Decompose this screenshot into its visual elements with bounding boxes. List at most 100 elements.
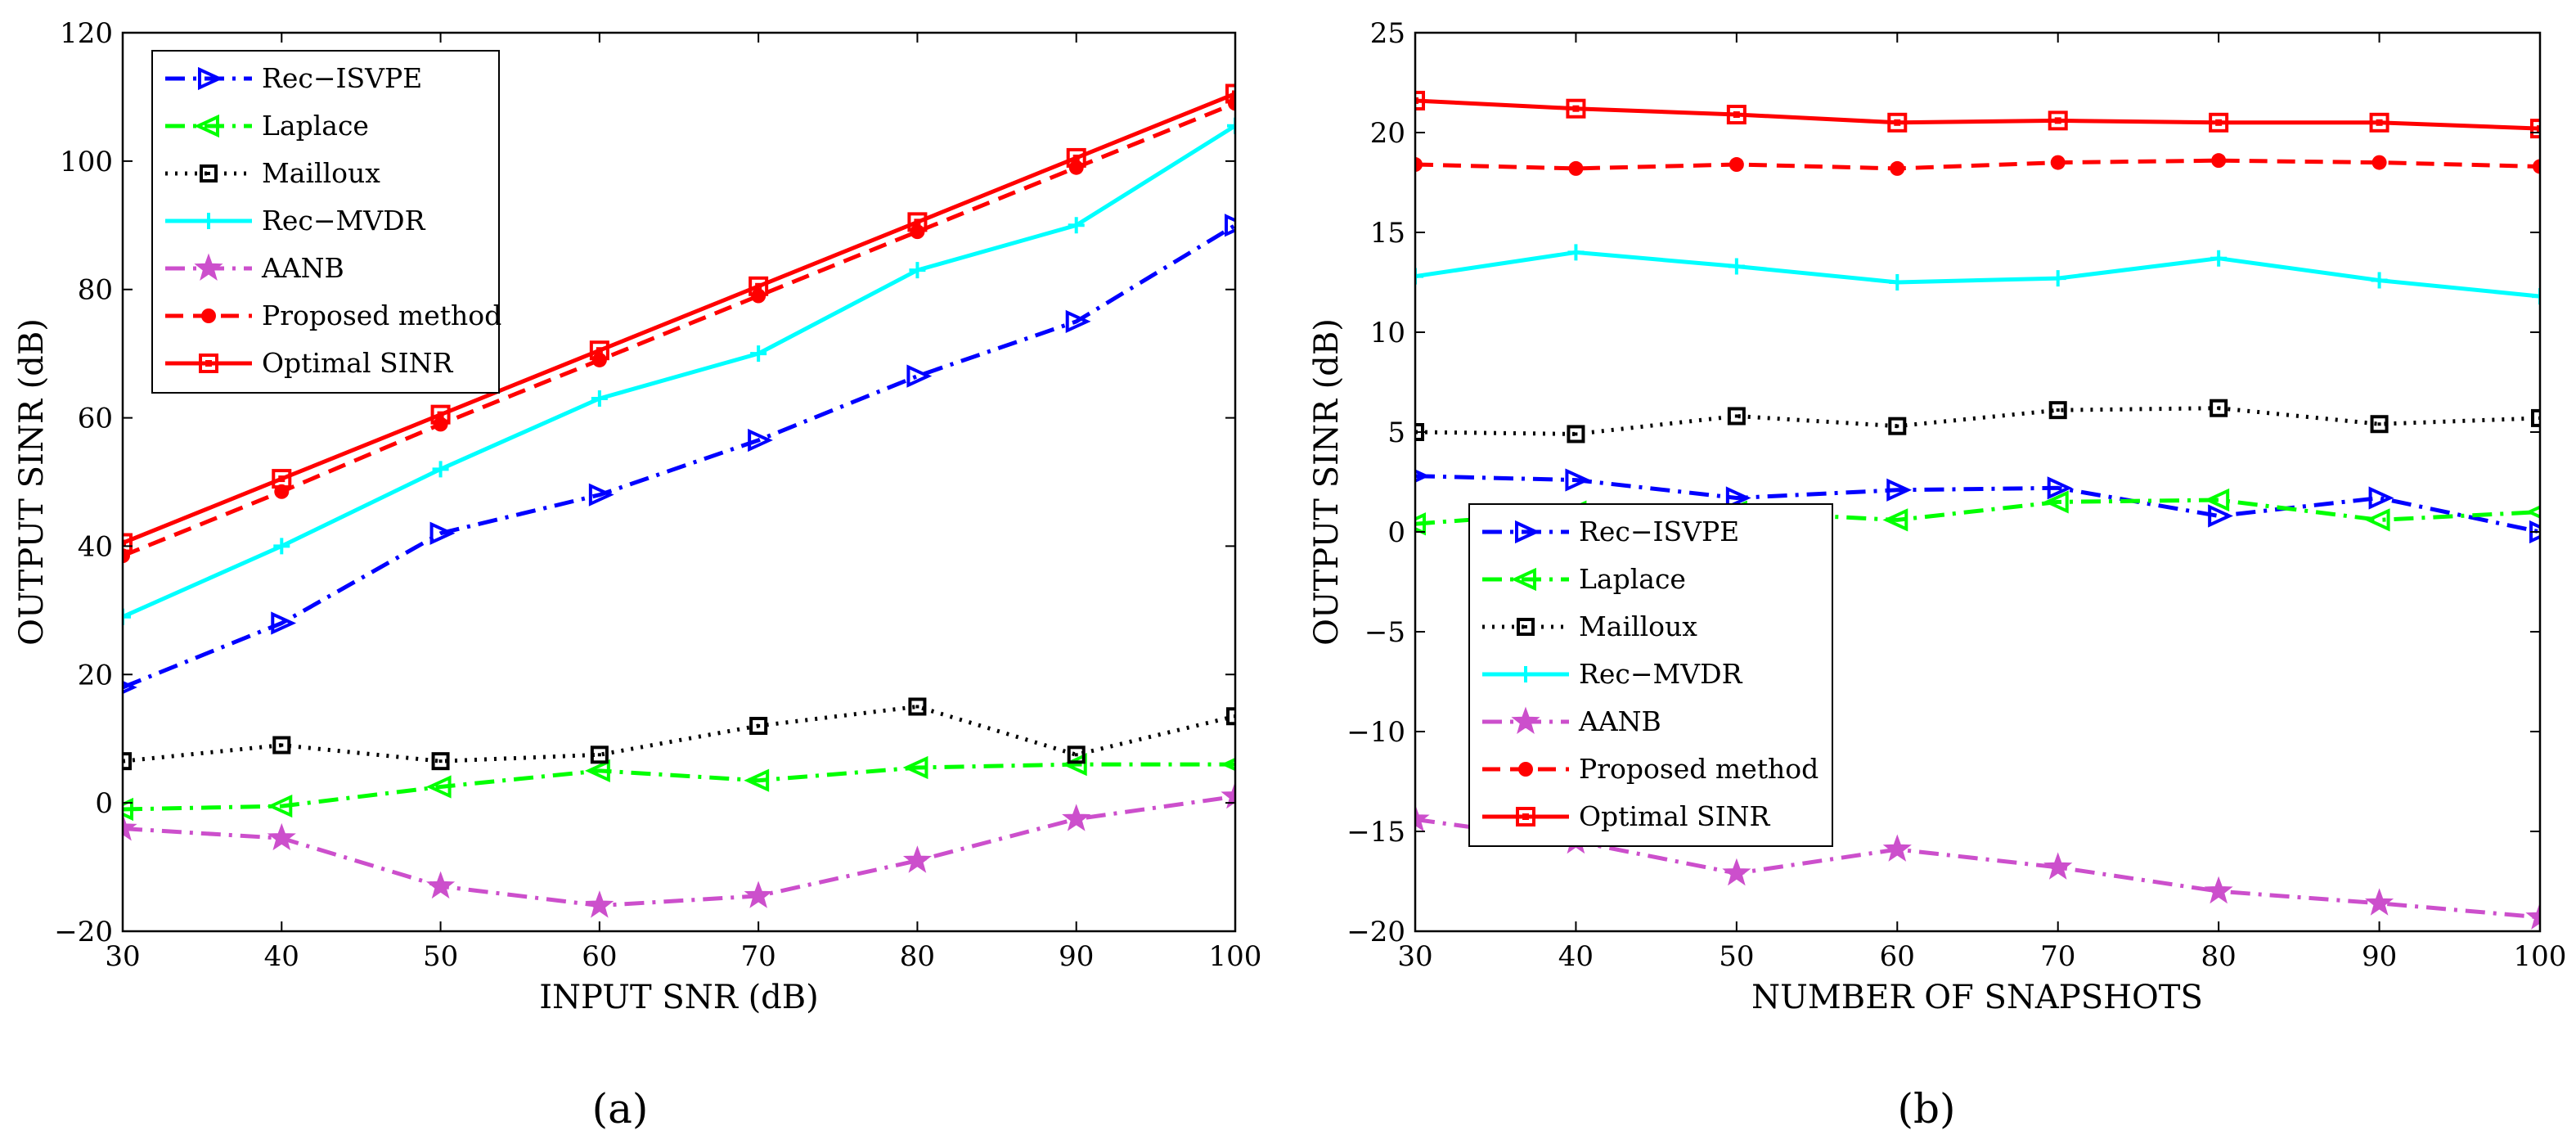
legend-marker-rec-mvdr <box>200 213 217 229</box>
chart-panel-a: 30 40 50 60 70 80 90 100 −20 0 20 40 60 80 100 120 INPU… <box>13 17 1261 1133</box>
data-point-aanb <box>2204 876 2233 904</box>
data-point-mailloux <box>908 697 927 716</box>
data-point-rec-isvpe <box>748 428 773 453</box>
caption-b: (b) <box>1897 1085 1955 1133</box>
data-point-laplace <box>902 755 928 780</box>
legend-a: Rec−ISVPE Laplace Mailloux Rec−MVDR AANB Prop… <box>151 50 501 394</box>
data-point-optimal-sinr <box>123 533 133 553</box>
data-point-aanb <box>123 813 137 841</box>
data-point-proposed-method <box>2050 155 2066 170</box>
series-line-rec-mvdr <box>1415 250 2540 299</box>
y-tick-label: 0 <box>1387 516 1405 549</box>
y-tick-label: −20 <box>1346 916 1405 948</box>
series-line-rec-isvpe <box>123 223 1235 690</box>
x-tick-label: 60 <box>582 940 617 973</box>
data-point-rec-mvdr <box>750 345 767 363</box>
data-point-laplace <box>1061 752 1087 777</box>
series-line-optimal-sinr <box>123 92 1235 545</box>
data-point-optimal-sinr <box>749 276 769 296</box>
x-tick-label: 40 <box>264 940 299 973</box>
x-tick-label: 80 <box>900 940 935 973</box>
data-point-rec-isvpe <box>2368 486 2394 510</box>
series-line-rec-mvdr <box>123 124 1235 619</box>
data-point-rec-mvdr <box>2049 270 2066 287</box>
x-tick-label: 100 <box>1209 940 1262 973</box>
series-line-mailloux <box>1415 406 2540 436</box>
data-point-rec-isvpe <box>2208 504 2233 528</box>
data-point-mailloux <box>272 736 291 754</box>
data-point-rec-isvpe <box>1565 468 1591 492</box>
legend-label-rec-mvdr: Rec−MVDR <box>1579 658 1743 690</box>
data-point-proposed-method <box>2533 159 2540 174</box>
x-tick-label: 60 <box>1880 940 1915 973</box>
legend-marker-laplace <box>194 114 219 138</box>
x-tick-label: 100 <box>2514 940 2567 973</box>
y-axis-label-a: OUTPUT SINR (dB) <box>13 318 51 646</box>
data-point-mailloux <box>1067 745 1086 764</box>
data-point-laplace <box>2043 490 2069 514</box>
legend-label-aanb: AANB <box>261 252 344 284</box>
data-point-rec-isvpe <box>588 483 614 507</box>
y-tick-label: 120 <box>60 17 113 50</box>
series-group-a <box>123 83 1235 918</box>
y-tick-label: −15 <box>1346 816 1405 849</box>
data-point-rec-isvpe <box>1725 486 1751 510</box>
data-point-laplace <box>1882 508 1908 532</box>
data-point-rec-mvdr <box>1567 244 1585 261</box>
x-tick-label: 50 <box>1719 940 1754 973</box>
legend-label-mailloux: Mailloux <box>1579 610 1697 642</box>
data-point-aanb <box>2043 852 2073 880</box>
y-tick-label: 5 <box>1387 417 1405 449</box>
data-point-optimal-sinr <box>1726 105 1747 125</box>
legend-marker-optimal-sinr <box>1516 807 1535 826</box>
data-point-mailloux <box>1727 407 1746 426</box>
y-tick-label: −10 <box>1346 716 1405 749</box>
legend-marker-rec-mvdr <box>1517 666 1534 682</box>
data-point-rec-isvpe <box>1065 309 1091 334</box>
data-point-optimal-sinr <box>1225 83 1235 104</box>
data-point-rec-mvdr <box>2210 250 2228 267</box>
axes-frame-a <box>121 31 1237 933</box>
data-point-mailloux <box>1888 417 1907 435</box>
legend-label-aanb: AANB <box>1578 705 1661 737</box>
data-point-proposed-method <box>2211 153 2227 169</box>
data-point-proposed-method <box>2371 155 2387 170</box>
data-point-aanb <box>2525 902 2540 930</box>
legend-label-mailloux: Mailloux <box>262 157 380 189</box>
data-point-aanb <box>267 822 296 851</box>
legend-marker-laplace <box>1511 567 1536 592</box>
x-tick-label: 90 <box>2362 940 2397 973</box>
data-point-rec-mvdr <box>2371 272 2388 289</box>
series-line-aanb <box>1415 817 2540 920</box>
data-point-aanb <box>426 871 456 899</box>
y-tick-label: 80 <box>78 274 113 307</box>
data-point-rec-mvdr <box>1227 117 1235 134</box>
y-tick-label: 20 <box>78 659 113 691</box>
x-tick-label: 40 <box>1558 940 1594 973</box>
data-point-rec-isvpe <box>1886 478 1913 502</box>
legend-marker-rec-isvpe <box>1515 520 1540 544</box>
data-point-rec-mvdr <box>2532 288 2540 305</box>
data-point-mailloux <box>2210 399 2228 417</box>
data-point-aanb <box>744 881 773 908</box>
x-axis-label-a: INPUT SNR (dB) <box>539 979 819 1016</box>
x-tick-label: 30 <box>1397 940 1432 973</box>
x-tick-label: 70 <box>741 940 776 973</box>
x-axis-label-b: NUMBER OF SNAPSHOTS <box>1751 979 2203 1016</box>
data-point-rec-mvdr <box>909 262 926 279</box>
data-point-proposed-method <box>1890 160 1905 176</box>
legend-marker-rec-isvpe <box>198 66 223 91</box>
data-point-laplace <box>123 797 133 822</box>
data-point-rec-mvdr <box>1889 274 1906 291</box>
data-point-proposed-method <box>1729 157 1744 173</box>
series-line-aanb <box>123 794 1235 908</box>
data-point-laplace <box>2204 488 2230 512</box>
data-point-rec-mvdr <box>591 390 608 408</box>
data-point-laplace <box>267 794 293 818</box>
data-point-proposed-method <box>1415 157 1423 173</box>
legend-label-laplace: Laplace <box>1579 563 1686 595</box>
data-point-optimal-sinr <box>2369 112 2389 133</box>
data-point-laplace <box>2364 508 2390 532</box>
data-point-rec-mvdr <box>1068 217 1085 234</box>
chart-panel-b: 30 40 50 60 70 80 90 100 −20 −15 −10 −5 0 5 10 15 20 25 N… <box>1308 17 2566 1133</box>
